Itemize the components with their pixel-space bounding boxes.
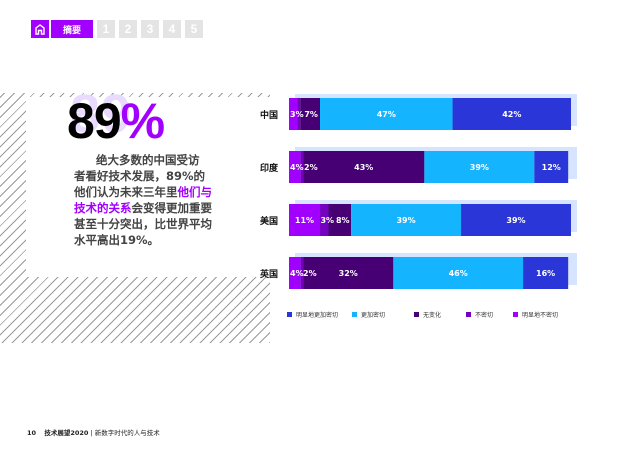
legend-swatch	[287, 312, 292, 317]
text-panel	[26, 97, 275, 277]
bar-segment	[289, 98, 298, 130]
headline-digit-8: 8	[67, 93, 95, 149]
desc-line: 技术的关系会变得更加重要	[74, 200, 246, 216]
data-label: 2%	[304, 163, 318, 172]
tab-summary[interactable]: 摘要	[51, 20, 93, 38]
legend-swatch	[466, 312, 471, 317]
tab-4[interactable]: 4	[163, 20, 181, 38]
category-label: 美国	[260, 215, 278, 227]
category-label: 印度	[260, 162, 279, 174]
bar-segment	[320, 204, 329, 236]
legend-label: 不密切	[475, 311, 493, 319]
bar-segment	[328, 204, 352, 236]
data-label: 16%	[536, 269, 555, 278]
data-label: 2%	[303, 269, 317, 278]
legend-label: 无变化	[423, 311, 441, 319]
report-subtitle: 新数字时代的人与技术	[94, 429, 160, 437]
summary-description: 绝大多数的中国受访 者看好技术发展，89%的 他们认为未来三年里他们与 技术的关…	[74, 152, 246, 248]
data-label: 12%	[542, 163, 561, 172]
desc-text: 会变得更加重要	[131, 201, 213, 215]
tab-3[interactable]: 3	[141, 20, 159, 38]
data-label: 32%	[339, 269, 358, 278]
bar-segment	[534, 151, 569, 183]
bar-segment	[300, 98, 321, 130]
bar-segment	[452, 98, 571, 130]
data-label: 8%	[336, 216, 350, 225]
data-label: 39%	[470, 163, 489, 172]
data-label: 39%	[396, 216, 415, 225]
section-nav: 摘要 1 2 3 4 5	[31, 20, 203, 38]
home-icon	[35, 24, 45, 35]
desc-text: 他们认为未来三年里	[74, 185, 178, 199]
home-button[interactable]	[31, 20, 49, 38]
bar-segment	[461, 204, 571, 236]
bar-segment	[300, 151, 304, 183]
bar-segment	[300, 257, 304, 289]
category-label: 中国	[260, 109, 278, 121]
data-label: 46%	[449, 269, 468, 278]
data-label: 43%	[354, 163, 373, 172]
bar-segment	[303, 257, 394, 289]
bar-segment	[351, 204, 462, 236]
bar-segment	[424, 151, 535, 183]
data-label: 47%	[377, 110, 396, 119]
data-label: 4%	[290, 269, 304, 278]
headline-percentage: 89%	[67, 93, 165, 149]
desc-line: 者看好技术发展，89%的	[74, 169, 206, 183]
bar-segment	[289, 151, 301, 183]
bar-segment	[289, 257, 301, 289]
bar-segment	[289, 204, 321, 236]
headline-percent-sign: %	[120, 93, 165, 149]
data-label: 42%	[502, 110, 521, 119]
data-label: 4%	[290, 163, 304, 172]
bar-segment	[297, 98, 301, 130]
footer-separator: |	[90, 429, 93, 437]
headline-shadow: 89	[70, 84, 133, 144]
data-label: 3%	[290, 110, 304, 119]
desc-highlight: 他们与	[177, 185, 213, 199]
report-title: 技术展望2020	[44, 429, 89, 437]
desc-highlight: 技术的关系	[74, 201, 132, 215]
footer: 10 技术展望2020 | 新数字时代的人与技术	[27, 427, 160, 437]
desc-line: 绝大多数的中国受访	[96, 153, 200, 167]
data-label: 39%	[506, 216, 525, 225]
legend-swatch	[414, 312, 419, 317]
legend-swatch	[352, 312, 357, 317]
tab-2[interactable]: 2	[119, 20, 137, 38]
tab-1[interactable]: 1	[97, 20, 115, 38]
legend-label: 明显地更加密切	[296, 311, 338, 319]
data-label: 3%	[320, 216, 334, 225]
bar-segment	[393, 257, 524, 289]
page-number: 10	[27, 429, 37, 437]
legend-label: 明显地不密切	[522, 311, 558, 319]
data-label: 11%	[295, 216, 314, 225]
bar-segment	[303, 151, 425, 183]
headline-digit-9: 9	[93, 93, 122, 149]
tab-5[interactable]: 5	[185, 20, 203, 38]
legend-swatch	[513, 312, 518, 317]
bar-segment	[320, 98, 453, 130]
legend-label: 更加密切	[361, 311, 385, 319]
desc-line: 水平高出19%。	[74, 233, 160, 247]
data-label: 7%	[304, 110, 318, 119]
category-label: 英国	[259, 268, 278, 280]
bar-segment	[523, 257, 569, 289]
desc-line: 他们认为未来三年里他们与	[74, 184, 246, 200]
desc-line: 甚至十分突出，比世界平均	[74, 217, 212, 231]
